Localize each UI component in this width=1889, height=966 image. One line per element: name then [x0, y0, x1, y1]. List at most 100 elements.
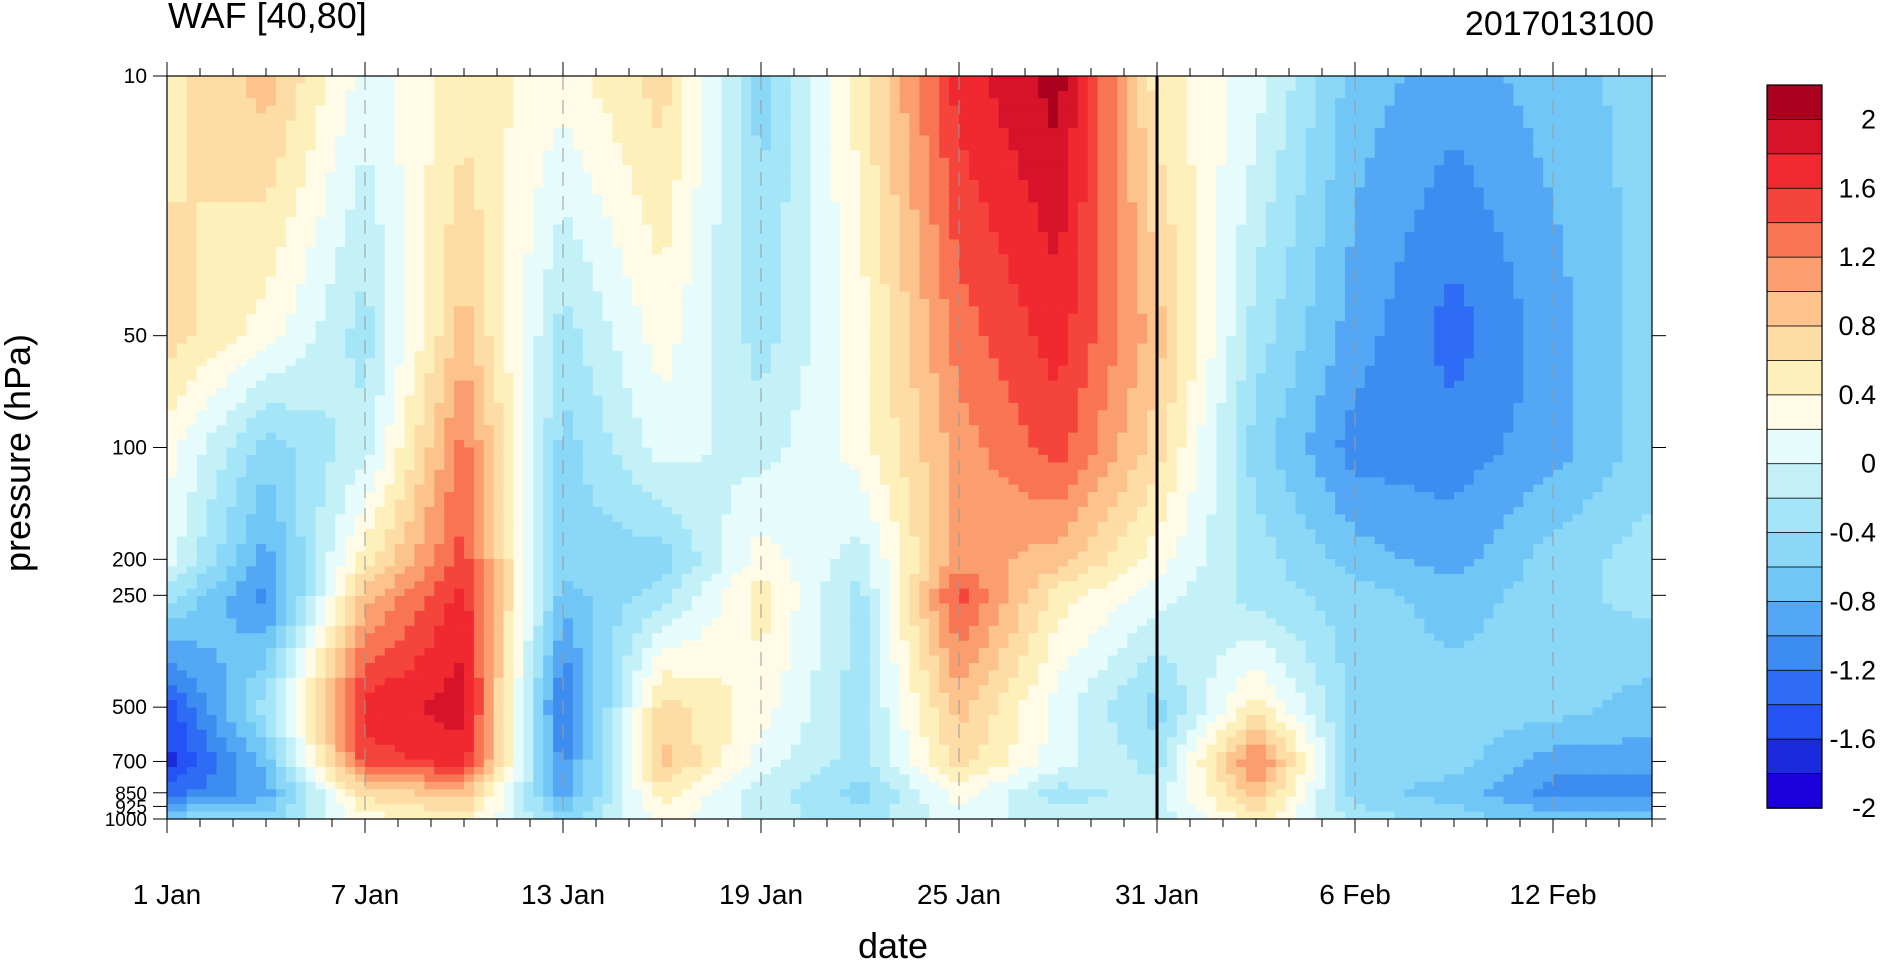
field-cell	[1117, 254, 1128, 263]
field-cell	[1533, 105, 1544, 114]
field-cell	[1592, 276, 1604, 285]
field-cell	[701, 83, 713, 92]
field-cell	[1176, 76, 1188, 85]
field-cell	[751, 165, 762, 174]
field-cell	[662, 128, 673, 137]
field-cell	[216, 254, 227, 263]
field-cell	[790, 172, 802, 181]
field-cell	[1226, 83, 1237, 92]
field-cell	[473, 135, 485, 144]
field-cell	[1612, 165, 1623, 174]
field-cell	[1216, 284, 1227, 293]
field-cell	[543, 246, 554, 255]
field-cell	[473, 165, 485, 174]
field-cell	[731, 246, 742, 255]
field-cell	[325, 98, 336, 107]
field-cell	[1434, 142, 1445, 151]
field-cell	[1028, 142, 1039, 151]
field-cell	[454, 239, 465, 248]
field-cell	[424, 150, 435, 159]
field-cell	[770, 232, 782, 241]
field-cell	[711, 298, 722, 307]
field-cell	[1097, 246, 1109, 255]
field-cell	[464, 128, 475, 137]
field-cell	[592, 150, 604, 159]
field-cell	[1157, 142, 1168, 151]
field-cell	[790, 261, 802, 270]
field-cell	[394, 291, 406, 300]
field-cell	[167, 217, 178, 226]
field-cell	[1107, 172, 1118, 181]
field-cell	[473, 90, 485, 99]
field-cell	[1434, 128, 1445, 137]
field-cell	[1147, 232, 1158, 241]
field-cell	[553, 224, 564, 233]
field-cell	[1048, 194, 1059, 203]
field-cell	[988, 83, 1000, 92]
field-cell	[1137, 276, 1148, 285]
field-cell	[1028, 135, 1039, 144]
field-cell	[1048, 105, 1059, 114]
field-cell	[602, 284, 614, 293]
field-cell	[553, 269, 564, 278]
field-cell	[464, 224, 475, 233]
field-cell	[266, 90, 277, 99]
field-cell	[355, 194, 366, 203]
field-cell	[424, 209, 435, 218]
field-cell	[1572, 209, 1584, 218]
field-cell	[1434, 172, 1445, 181]
field-cell	[592, 128, 604, 137]
field-cell	[305, 284, 317, 293]
field-cell	[681, 83, 693, 92]
field-cell	[404, 246, 416, 255]
field-cell	[840, 254, 851, 263]
field-cell	[226, 239, 237, 248]
field-cell	[1315, 232, 1326, 241]
field-cell	[909, 239, 920, 248]
field-cell	[1216, 246, 1227, 255]
field-cell	[196, 187, 208, 196]
field-cell	[1028, 157, 1039, 166]
field-cell	[711, 105, 722, 114]
field-cell	[1553, 135, 1564, 144]
field-cell	[780, 157, 792, 166]
field-cell	[1622, 76, 1633, 85]
field-cell	[1454, 239, 1465, 248]
field-cell	[1374, 209, 1386, 218]
field-cell	[582, 313, 594, 322]
field-cell	[652, 291, 663, 300]
field-cell	[226, 90, 237, 99]
field-cell	[572, 224, 584, 233]
field-cell	[830, 261, 841, 270]
field-cell	[602, 261, 614, 270]
field-cell	[1097, 187, 1109, 196]
field-cell	[1572, 232, 1584, 241]
field-cell	[1543, 105, 1554, 114]
field-cell	[1018, 150, 1029, 159]
field-cell	[1058, 217, 1069, 226]
field-cell	[473, 217, 485, 226]
field-cell	[582, 142, 594, 151]
field-cell	[1206, 232, 1217, 241]
field-cell	[879, 284, 891, 293]
field-cell	[335, 284, 346, 293]
field-cell	[810, 261, 821, 270]
field-cell	[483, 298, 495, 307]
field-cell	[256, 150, 267, 159]
field-cell	[1533, 157, 1544, 166]
field-cell	[1404, 172, 1415, 181]
field-cell	[374, 90, 386, 99]
field-cell	[968, 298, 980, 307]
field-cell	[1355, 76, 1366, 85]
field-cell	[949, 113, 960, 122]
field-cell	[1355, 269, 1366, 278]
field-cell	[236, 187, 247, 196]
field-cell	[1285, 298, 1297, 307]
field-cell	[1265, 209, 1277, 218]
field-cell	[1355, 135, 1366, 144]
field-cell	[1444, 269, 1455, 278]
field-cell	[1582, 128, 1594, 137]
field-cell	[543, 187, 554, 196]
field-cell	[1077, 313, 1089, 322]
field-cell	[1374, 172, 1386, 181]
